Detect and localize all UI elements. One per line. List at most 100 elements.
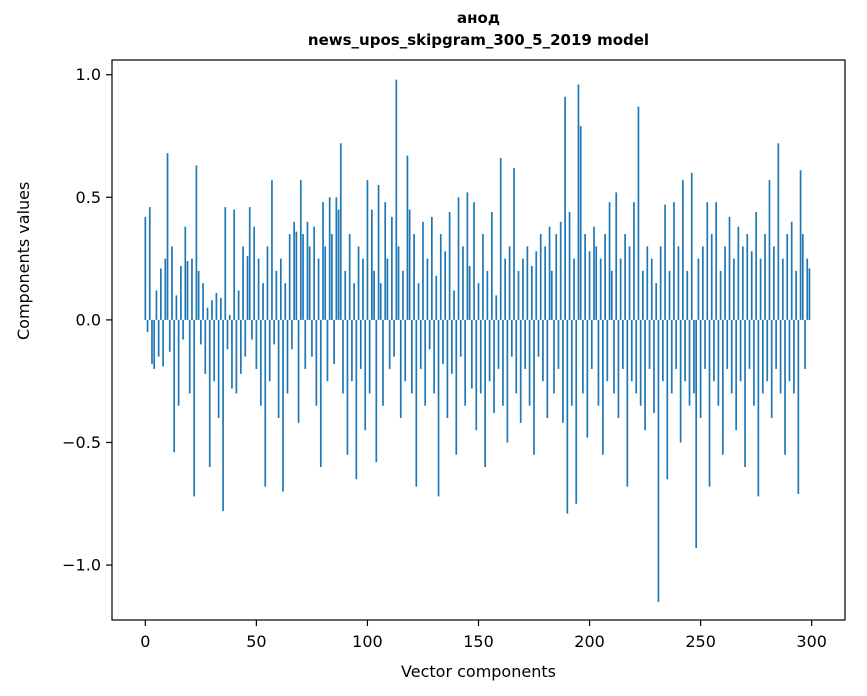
bar — [482, 234, 484, 320]
x-axis-ticks: 0 50 100 150 200 250 300 — [140, 620, 827, 651]
bar — [717, 319, 720, 406]
bar — [168, 319, 171, 352]
bar — [544, 246, 546, 320]
bar — [233, 209, 236, 320]
bar — [337, 209, 340, 320]
bar — [713, 319, 715, 382]
bar — [555, 234, 558, 320]
bar — [628, 246, 631, 320]
bar — [175, 295, 178, 320]
bar — [693, 319, 695, 394]
bar — [373, 270, 375, 320]
bar — [497, 319, 500, 369]
bar — [315, 319, 318, 406]
bar — [793, 319, 795, 394]
bar — [779, 319, 782, 394]
bar — [306, 221, 309, 320]
bar — [297, 319, 300, 423]
bar — [348, 234, 351, 320]
bar — [200, 319, 202, 345]
bar — [550, 270, 553, 320]
bar — [773, 246, 775, 320]
bar — [690, 172, 693, 320]
bar — [795, 270, 797, 320]
bar — [215, 292, 218, 320]
bar — [613, 319, 615, 394]
bar — [235, 319, 238, 394]
bar — [624, 234, 626, 320]
bar — [271, 180, 273, 320]
bar — [355, 319, 358, 480]
bar — [382, 319, 384, 406]
bar — [291, 319, 293, 350]
bar — [344, 270, 347, 320]
bar — [502, 319, 504, 406]
bar — [515, 319, 518, 394]
bar — [504, 258, 506, 320]
bar — [506, 319, 509, 443]
x-tick-label: 0 — [140, 632, 150, 651]
bar — [453, 290, 455, 320]
bar — [457, 197, 460, 320]
bar — [444, 251, 447, 320]
bar — [728, 216, 731, 320]
bar — [542, 319, 544, 382]
bar — [573, 258, 575, 320]
bar — [353, 283, 355, 320]
bar — [313, 226, 315, 320]
bar — [259, 319, 262, 406]
bar — [804, 319, 806, 369]
bar — [162, 319, 164, 367]
bar — [673, 202, 675, 320]
bar — [697, 258, 700, 320]
bar — [659, 246, 662, 320]
bar — [622, 319, 624, 369]
bar — [326, 319, 329, 382]
bar — [257, 258, 260, 320]
bar — [639, 319, 642, 406]
bar — [768, 180, 771, 320]
bar — [475, 319, 478, 431]
bar — [197, 270, 200, 320]
bar — [617, 319, 620, 418]
bar — [637, 106, 640, 320]
bar — [770, 319, 773, 418]
bar — [748, 319, 751, 369]
bar — [539, 234, 542, 320]
bar — [246, 256, 249, 320]
bar — [593, 226, 595, 320]
bar — [490, 212, 493, 320]
bar — [180, 265, 182, 320]
bar — [510, 319, 513, 357]
bar — [166, 153, 169, 320]
bar — [268, 319, 271, 382]
bar — [208, 319, 211, 467]
bar — [546, 319, 549, 418]
bar — [577, 84, 580, 320]
bar — [684, 319, 686, 382]
bar — [422, 221, 424, 320]
bar — [653, 319, 655, 414]
bar — [595, 246, 598, 320]
bar — [477, 283, 480, 320]
bar-series — [144, 79, 811, 602]
bar — [155, 290, 158, 320]
bar — [666, 319, 669, 480]
bar — [442, 319, 444, 365]
bar — [328, 197, 331, 320]
bar — [302, 234, 304, 320]
bar — [688, 319, 691, 406]
y-tick-label: −0.5 — [62, 433, 101, 452]
bar — [582, 319, 584, 394]
bar — [164, 258, 167, 320]
bar — [408, 209, 411, 320]
bar — [735, 319, 738, 431]
bar — [153, 319, 156, 369]
bar — [288, 234, 291, 320]
bar — [586, 319, 589, 438]
bar — [675, 319, 678, 369]
bar — [528, 319, 531, 406]
bar — [746, 234, 749, 320]
